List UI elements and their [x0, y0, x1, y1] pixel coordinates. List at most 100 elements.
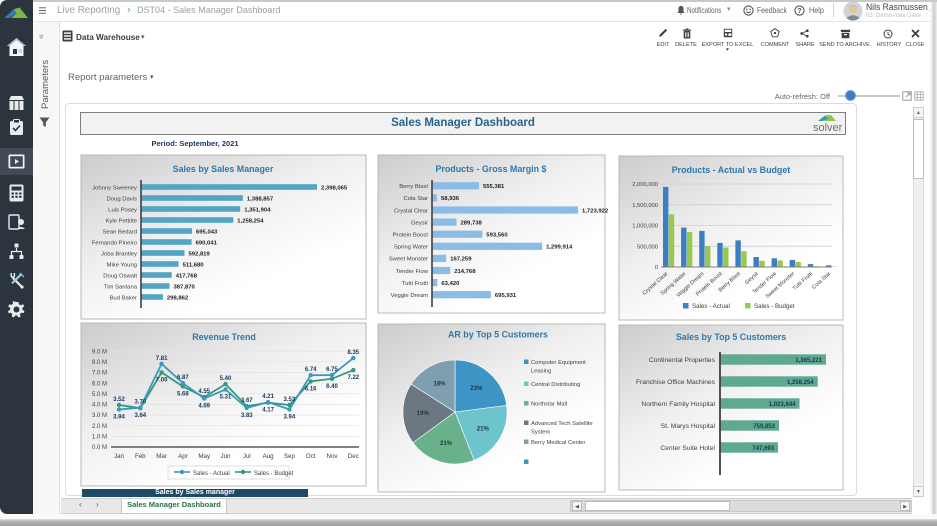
svg-text:1,365,221: 1,365,221 — [795, 358, 822, 364]
svg-text:Sales by Sales Manager: Sales by Sales Manager — [173, 164, 274, 174]
svg-text:7.00: 7.00 — [156, 377, 168, 383]
svg-text:2.0 M: 2.0 M — [92, 424, 107, 430]
svg-text:Berry Blast: Berry Blast — [399, 184, 428, 190]
svg-text:Tutti Frutti: Tutti Frutti — [402, 281, 428, 287]
svg-text:511,680: 511,680 — [183, 262, 205, 268]
svg-text:2,000,000: 2,000,000 — [632, 182, 658, 188]
svg-text:3.67: 3.67 — [241, 398, 253, 404]
svg-text:Oct: Oct — [306, 453, 316, 460]
svg-text:Computer Equipment: Computer Equipment — [531, 360, 586, 366]
svg-text:3.94: 3.94 — [113, 415, 125, 421]
svg-text:solver: solver — [813, 122, 843, 134]
svg-text:63,420: 63,420 — [441, 281, 460, 287]
svg-text:4.17: 4.17 — [262, 408, 274, 414]
svg-text:Feb: Feb — [135, 453, 146, 460]
svg-text:Tim Santana: Tim Santana — [104, 284, 138, 290]
svg-text:5.40: 5.40 — [220, 376, 232, 382]
svg-text:5.31: 5.31 — [220, 395, 232, 401]
svg-text:747,693: 747,693 — [752, 446, 774, 452]
svg-text:Northstar Mall: Northstar Mall — [531, 402, 567, 408]
svg-text:Cola Star: Cola Star — [403, 196, 428, 202]
svg-text:500,000: 500,000 — [637, 244, 658, 250]
svg-text:6.0 M: 6.0 M — [92, 381, 107, 387]
svg-text:417,768: 417,768 — [176, 273, 198, 279]
svg-text:Central Distributing: Central Distributing — [531, 382, 580, 388]
svg-text:3.70: 3.70 — [134, 400, 146, 406]
svg-text:1,500,000: 1,500,000 — [632, 203, 658, 209]
svg-text:555,381: 555,381 — [483, 184, 505, 190]
svg-text:6.74: 6.74 — [305, 367, 317, 373]
svg-text:Nov: Nov — [326, 453, 338, 460]
svg-text:4.21: 4.21 — [262, 394, 274, 400]
svg-text:214,768: 214,768 — [454, 269, 476, 275]
svg-text:7.0 M: 7.0 M — [92, 371, 107, 377]
svg-text:3.94: 3.94 — [284, 414, 296, 420]
svg-text:Leasing: Leasing — [531, 369, 551, 375]
svg-text:Doug Oswalt: Doug Oswalt — [103, 273, 137, 279]
svg-text:4.55: 4.55 — [198, 389, 210, 395]
svg-text:Advanced Tech Satellite: Advanced Tech Satellite — [531, 421, 593, 427]
svg-text:Veggie Dream: Veggie Dream — [391, 293, 428, 299]
svg-text:8.35: 8.35 — [347, 350, 359, 356]
svg-text:1,351,904: 1,351,904 — [244, 207, 271, 213]
svg-text:1.0 M: 1.0 M — [92, 435, 107, 441]
svg-text:298,862: 298,862 — [167, 295, 189, 301]
svg-text:58,936: 58,936 — [441, 196, 460, 202]
svg-text:21%: 21% — [440, 441, 453, 447]
svg-text:Spring Water: Spring Water — [394, 245, 428, 251]
svg-text:Center Suite Hotel: Center Suite Hotel — [660, 445, 715, 452]
svg-text:Dec: Dec — [348, 453, 359, 460]
svg-text:3.83: 3.83 — [241, 413, 253, 419]
svg-text:Joba Brantley: Joba Brantley — [101, 251, 137, 257]
svg-text:Berry Medical Center: Berry Medical Center — [531, 440, 586, 446]
svg-text:2,398,065: 2,398,065 — [321, 185, 348, 191]
svg-text:7.22: 7.22 — [347, 375, 359, 381]
svg-text:1,000,000: 1,000,000 — [632, 224, 658, 230]
svg-text:1,258,254: 1,258,254 — [237, 218, 264, 224]
svg-text:Sales - Actual: Sales - Actual — [692, 303, 730, 310]
svg-text:6.16: 6.16 — [305, 386, 317, 392]
svg-text:Kyle Pettitte: Kyle Pettitte — [106, 218, 138, 224]
svg-text:23%: 23% — [470, 386, 483, 392]
svg-text:1,299,914: 1,299,914 — [546, 245, 573, 251]
svg-text:Sean Bedard: Sean Bedard — [103, 229, 137, 235]
svg-text:Protein Boost: Protein Boost — [393, 233, 429, 239]
svg-text:Franchise Office Machines: Franchise Office Machines — [636, 379, 716, 386]
svg-text:Products - Gross Margin $: Products - Gross Margin $ — [436, 164, 547, 174]
svg-text:Tender Flow: Tender Flow — [396, 269, 429, 275]
svg-text:Sales - Actual: Sales - Actual — [193, 471, 230, 477]
svg-text:Apr: Apr — [178, 453, 188, 460]
svg-text:4.69: 4.69 — [198, 404, 210, 410]
svg-text:Sales - Budget: Sales - Budget — [254, 471, 294, 477]
svg-text:3.53: 3.53 — [284, 397, 296, 403]
svg-text:Doug Davis: Doug Davis — [107, 196, 138, 202]
svg-text:3.0 M: 3.0 M — [92, 413, 107, 419]
svg-text:Mike Young: Mike Young — [107, 262, 137, 268]
svg-text:3.64: 3.64 — [134, 413, 146, 419]
svg-text:0.0 M: 0.0 M — [92, 445, 107, 451]
svg-text:6.40: 6.40 — [326, 384, 338, 390]
svg-text:7.81: 7.81 — [156, 356, 168, 362]
svg-text:3.52: 3.52 — [113, 397, 125, 403]
svg-text:Northern Family Hospital: Northern Family Hospital — [641, 401, 715, 408]
svg-text:Crystal Clear: Crystal Clear — [394, 208, 428, 214]
svg-text:Jun: Jun — [221, 453, 232, 460]
svg-text:18%: 18% — [433, 382, 446, 388]
svg-text:Sep: Sep — [284, 453, 296, 460]
svg-text:1,388,857: 1,388,857 — [247, 196, 274, 202]
svg-text:592,819: 592,819 — [189, 251, 211, 257]
svg-text:5.68: 5.68 — [177, 392, 189, 398]
svg-text:6.87: 6.87 — [177, 375, 189, 381]
svg-text:19%: 19% — [417, 411, 430, 417]
svg-text:289,738: 289,738 — [461, 220, 483, 226]
svg-text:695,931: 695,931 — [495, 293, 517, 299]
svg-text:Continental Properties: Continental Properties — [649, 357, 716, 364]
svg-text:Sales by Top 5 Customers: Sales by Top 5 Customers — [676, 332, 786, 342]
svg-text:Sweet Monster: Sweet Monster — [389, 257, 428, 263]
svg-text:1,023,844: 1,023,844 — [769, 402, 796, 408]
svg-text:1,258,254: 1,258,254 — [787, 380, 814, 386]
svg-text:8.0 M: 8.0 M — [92, 360, 107, 366]
svg-text:Luis Posey: Luis Posey — [108, 207, 137, 213]
svg-text:Bud Baker: Bud Baker — [109, 295, 137, 301]
svg-text:1,723,922: 1,723,922 — [582, 208, 609, 214]
